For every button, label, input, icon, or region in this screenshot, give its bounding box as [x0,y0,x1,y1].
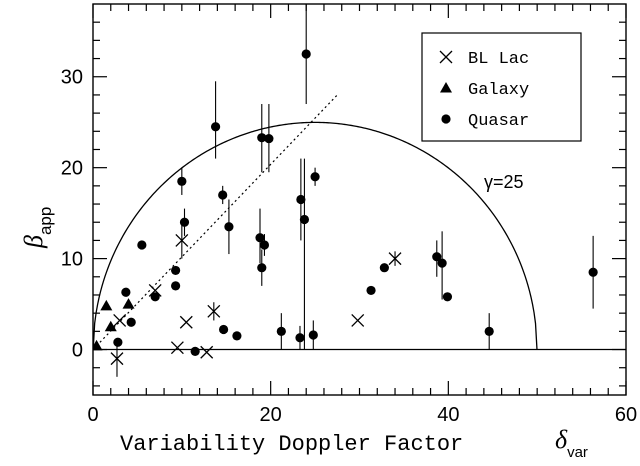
quasar-point [295,333,305,343]
y-tick-label: 0 [72,340,83,362]
y-axis-symbol-subscript: app [36,207,55,235]
quasar-point [296,194,306,205]
quasar-point [177,176,187,186]
quasar-point [171,281,181,291]
quasar-point [137,240,147,250]
quasar-point [299,214,310,225]
quasar-point [276,326,286,336]
bl-lac-point [388,252,402,266]
y-axis-symbol-main: β [19,235,48,249]
plot-content [93,94,626,351]
legend: BL Lac Galaxy Quasar [421,32,582,142]
quasar-point [257,263,267,273]
x-axis-symbol: δvar [555,425,588,461]
quasar-point [257,133,267,143]
quasar-point [366,285,376,296]
bl-lac-point [351,313,365,327]
bl-lac-point [179,315,193,329]
quasar-point [264,133,274,144]
bl-lac-point [113,313,127,327]
bl-lac-point [110,352,124,366]
galaxy-point [104,320,117,332]
quasar-point [218,190,228,200]
quasar-point [121,287,131,297]
quasar-point [301,49,311,59]
quasar-point [190,346,200,356]
quasar-point [484,326,494,336]
x-tick-label: 20 [260,404,282,426]
quasar-point [179,217,190,227]
quasar-point [150,292,160,302]
quasar-point [442,292,453,302]
series-quasar [113,4,598,356]
quasar-point [171,265,181,276]
quasar-point [210,122,221,132]
quasar-point [588,267,598,277]
quasar-point [232,331,242,341]
quasar-point [379,263,389,273]
bl-lac-point [175,233,189,247]
y-tick-label: 10 [61,249,83,271]
axis-ticks: 0 20 40 60 0 10 20 30 [61,4,637,426]
x-axis-symbol-subscript: var [567,444,588,461]
quasar-point [308,330,318,340]
quasar-point [126,317,136,327]
x-axis-title: Variability Doppler Factor [120,432,463,457]
dotted-trend-line [93,94,338,350]
x-tick-label: 40 [437,404,459,426]
quasar-point [224,222,234,232]
bl-lac-point [207,304,221,318]
galaxy-point [122,298,135,309]
quasar-point [437,258,447,268]
galaxy-point [100,299,113,311]
gamma-curve [93,121,538,350]
legend-label-galaxy: Galaxy [468,81,529,100]
legend-label-bl-lac: BL Lac [468,50,529,69]
y-tick-label: 30 [61,67,83,89]
legend-label-quasar: Quasar [468,112,529,131]
curve-gamma-label: γ=25 [484,172,524,192]
quasar-point [259,240,270,250]
quasar-point [432,252,442,262]
bl-lac-point [200,345,214,359]
galaxy-point [93,339,103,351]
x-axis-symbol-main: δ [555,425,568,454]
bl-lac-point [148,283,162,297]
bl-lac-point [170,341,184,355]
quasar-point [218,324,229,335]
legend-marker-bl-lac [439,50,453,64]
quasar-point [310,172,320,182]
series-galaxy [93,298,135,351]
legend-marker-galaxy [440,82,452,93]
quasar-point [255,233,265,243]
legend-marker-quasar [441,114,451,124]
x-tick-label: 60 [615,404,637,426]
data-points [93,4,598,377]
y-axis-title: βapp [19,207,55,249]
y-tick-label: 20 [61,158,83,180]
x-tick-label: 0 [87,404,98,426]
quasar-point [113,337,123,347]
